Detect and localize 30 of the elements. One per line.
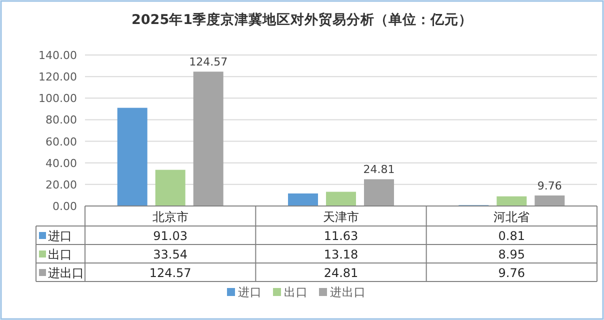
y-tick-label: 140.00 — [38, 49, 77, 62]
chart-title: 2025年1季度京津冀地区对外贸易分析（单位：亿元） — [132, 11, 472, 28]
data-label: 9.76 — [498, 266, 526, 280]
data-label: 124.57 — [149, 266, 192, 280]
y-tick-label: 80.00 — [46, 114, 77, 127]
legend-label: 进出口 — [330, 285, 366, 299]
data-label: 91.03 — [153, 229, 188, 243]
text: 24.81 — [363, 163, 395, 176]
x-tick-label: 北京市 — [152, 210, 188, 224]
legend-label: 出口 — [284, 285, 308, 299]
text: 出口 — [48, 248, 72, 262]
y-tick-label: 0.00 — [52, 200, 77, 213]
data-label: 24.81 — [324, 266, 358, 280]
x-tick-label: 天津市 — [323, 210, 359, 224]
x-tick-label: 河北省 — [494, 210, 530, 224]
text: 进出口 — [48, 266, 84, 280]
data-label: 33.54 — [153, 248, 188, 262]
data-label: 11.63 — [324, 229, 358, 243]
y-tick-label: 120.00 — [38, 70, 77, 84]
y-tick-label: 60.00 — [46, 135, 77, 148]
y-tick-label: 20.00 — [46, 178, 77, 192]
text: 9.76 — [537, 179, 562, 192]
y-tick-label: 40.00 — [46, 156, 77, 170]
data-label: 0.81 — [498, 229, 526, 243]
data-label: 13.18 — [324, 248, 358, 262]
text: 进口 — [238, 285, 262, 299]
data-label: 8.95 — [498, 248, 526, 262]
legend-label: 进口 — [48, 229, 72, 243]
text: 124.57 — [189, 56, 228, 69]
y-tick-label: 100.00 — [38, 92, 77, 106]
